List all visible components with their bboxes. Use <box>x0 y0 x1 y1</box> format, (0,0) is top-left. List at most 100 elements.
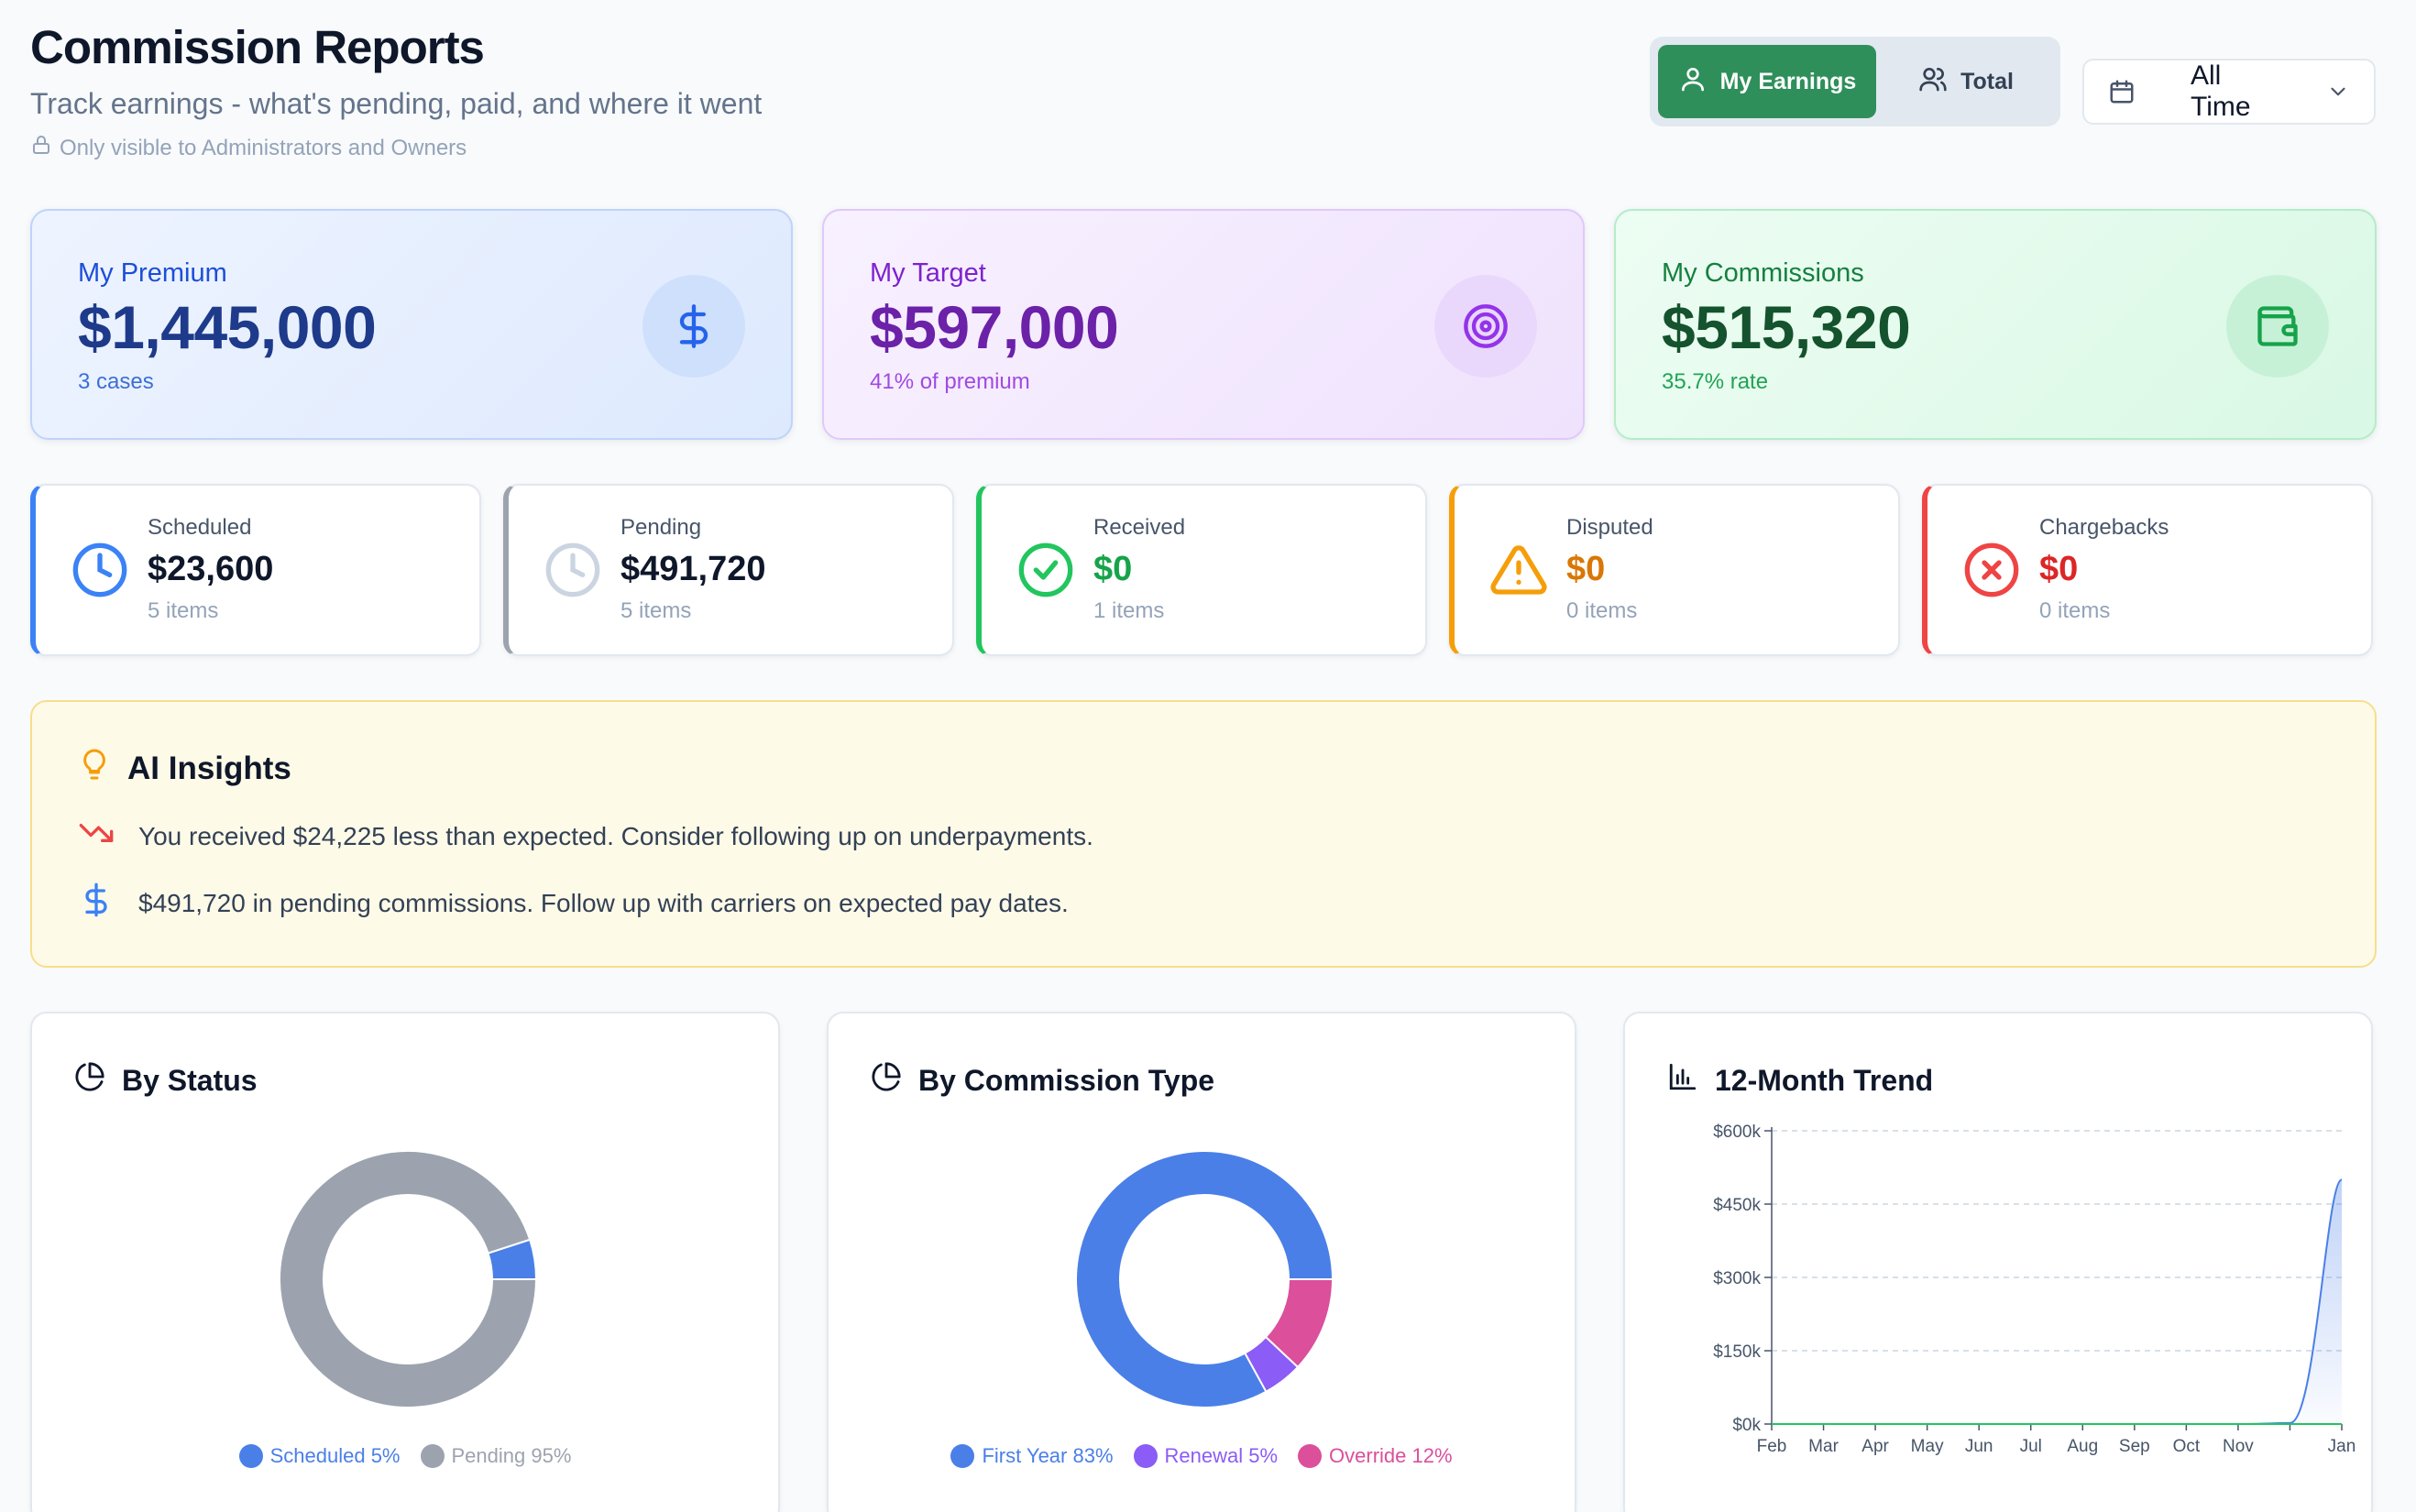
target-icon <box>1434 275 1537 378</box>
by-status-title: By Status <box>122 1063 258 1097</box>
check-circle-icon <box>1016 541 1075 599</box>
premium-value: $1,445,000 <box>78 293 377 361</box>
donut-slice-override[interactable] <box>1264 1278 1334 1369</box>
status-card-scheduled[interactable]: Scheduled $23,600 5 items <box>30 484 481 656</box>
status-label: Scheduled <box>148 515 252 540</box>
by-status-panel: By Status Scheduled 5% Pending 95% <box>30 1012 780 1512</box>
legend-dot <box>1133 1444 1158 1468</box>
x-tick-label: Mar <box>1808 1437 1839 1456</box>
commissions-value: $515,320 <box>1662 293 1911 361</box>
visibility-note: Only visible to Administrators and Owner… <box>30 134 2377 162</box>
status-card-received[interactable]: Received $0 1 items <box>976 484 1427 656</box>
trend-panel: 12-Month Trend $0k $150k $300k $450k $600k Fe… <box>1623 1012 2373 1512</box>
y-tick-label: $600k <box>1713 1123 1761 1142</box>
by-type-title: By Commission Type <box>918 1063 1215 1097</box>
legend-item: Scheduled 5% <box>238 1444 401 1468</box>
target-value: $597,000 <box>870 293 1119 361</box>
by-type-donut <box>1075 1150 1334 1408</box>
by-type-panel: By Commission Type First Year 83% Renewal… <box>827 1012 1576 1512</box>
lock-icon <box>30 134 52 162</box>
status-count: 1 items <box>1093 598 1165 623</box>
status-label: Disputed <box>1566 515 1653 540</box>
legend-item: First Year 83% <box>950 1444 1114 1468</box>
status-count: 0 items <box>2039 598 2111 623</box>
total-button[interactable]: Total <box>1883 45 2048 118</box>
target-label: My Target <box>870 258 986 288</box>
clock-icon <box>71 541 129 599</box>
x-tick-label: Jan <box>2328 1437 2356 1456</box>
status-label: Received <box>1093 515 1186 540</box>
status-value: $491,720 <box>620 550 766 588</box>
wallet-icon <box>2226 275 2329 378</box>
status-label: Pending <box>620 515 702 540</box>
legend-dot <box>950 1444 975 1468</box>
ai-insights-panel: AI Insights You received $24,225 less th… <box>30 700 2377 968</box>
status-count: 5 items <box>148 598 219 623</box>
x-tick-label: Feb <box>1757 1437 1787 1456</box>
users-icon <box>1918 64 1948 100</box>
status-count: 5 items <box>620 598 692 623</box>
x-tick-label: Sep <box>2119 1437 2150 1456</box>
page-header: Commission Reports Track earnings - what… <box>30 20 2377 167</box>
status-value: $23,600 <box>148 550 274 588</box>
status-card-disputed[interactable]: Disputed $0 0 items <box>1449 484 1900 656</box>
target-sub: 41% of premium <box>870 369 1030 394</box>
status-label: Chargebacks <box>2039 515 2169 540</box>
commissions-label: My Commissions <box>1662 258 1864 288</box>
status-value: $0 <box>2039 550 2079 588</box>
ai-insights-title: AI Insights <box>127 750 291 786</box>
status-value: $0 <box>1093 550 1133 588</box>
insight-item: You received $24,225 less than expected.… <box>78 815 2329 858</box>
status-card-pending[interactable]: Pending $491,720 5 items <box>503 484 954 656</box>
insight-item: $491,720 in pending commissions. Follow … <box>78 882 2329 925</box>
legend-label: First Year 83% <box>982 1444 1114 1467</box>
legend-dot <box>238 1444 263 1468</box>
x-tick-label: Nov <box>2223 1437 2254 1456</box>
trend-series-line-0 <box>1771 1178 2343 1425</box>
commissions-card: My Commissions $515,320 35.7% rate <box>1614 209 2377 440</box>
premium-label: My Premium <box>78 258 227 288</box>
trend-title: 12-Month Trend <box>1715 1063 1934 1097</box>
status-count: 0 items <box>1566 598 1638 623</box>
earnings-scope-toggle: My Earnings Total <box>1650 37 2060 126</box>
dollar-icon <box>642 275 745 378</box>
visibility-note-text: Only visible to Administrators and Owner… <box>60 135 467 160</box>
calendar-icon <box>2108 78 2136 105</box>
premium-sub: 3 cases <box>78 369 154 394</box>
lightbulb-icon <box>78 748 111 789</box>
commissions-sub: 35.7% rate <box>1662 369 1769 394</box>
insight-text: You received $24,225 less than expected.… <box>138 821 1093 850</box>
legend-label: Override 12% <box>1329 1444 1453 1467</box>
status-card-chargebacks[interactable]: Chargebacks $0 0 items <box>1922 484 2373 656</box>
y-tick-label: $0k <box>1732 1416 1761 1435</box>
total-label: Total <box>1960 68 2014 94</box>
chevron-down-icon <box>2326 80 2350 104</box>
legend-dot <box>420 1444 445 1468</box>
clock-icon <box>544 541 602 599</box>
date-range-value: All Time <box>2191 60 2251 122</box>
trend-area <box>1772 1179 2342 1424</box>
y-tick-label: $300k <box>1713 1269 1761 1288</box>
dollar-icon <box>78 882 115 925</box>
x-tick-label: May <box>1911 1437 1944 1456</box>
trend-chart: $0k $150k $300k $450k $600k Feb Mar Apr May Jun Ju… <box>1713 1123 2356 1456</box>
x-tick-label: Jun <box>1965 1437 1993 1456</box>
page-title: Commission Reports <box>30 21 485 73</box>
target-card: My Target $597,000 41% of premium <box>822 209 1585 440</box>
date-range-select[interactable]: All Time <box>2082 59 2376 125</box>
by-status-legend: Scheduled 5% Pending 95% <box>32 1444 778 1468</box>
x-circle-icon <box>1962 541 2021 599</box>
donut-slice-first-year[interactable] <box>1075 1150 1334 1408</box>
y-tick-label: $450k <box>1713 1196 1761 1215</box>
my-earnings-button[interactable]: My Earnings <box>1658 45 1876 118</box>
x-tick-label: Jul <box>2020 1437 2042 1456</box>
status-value: $0 <box>1566 550 1606 588</box>
my-earnings-label: My Earnings <box>1719 68 1857 94</box>
by-status-donut <box>279 1150 538 1408</box>
y-tick-label: $150k <box>1713 1342 1761 1362</box>
bar-chart-icon <box>1667 1061 1698 1100</box>
donut-slice-pending[interactable] <box>279 1150 538 1408</box>
legend-label: Renewal 5% <box>1164 1444 1279 1467</box>
legend-label: Pending 95% <box>451 1444 572 1467</box>
premium-card: My Premium $1,445,000 3 cases <box>30 209 793 440</box>
